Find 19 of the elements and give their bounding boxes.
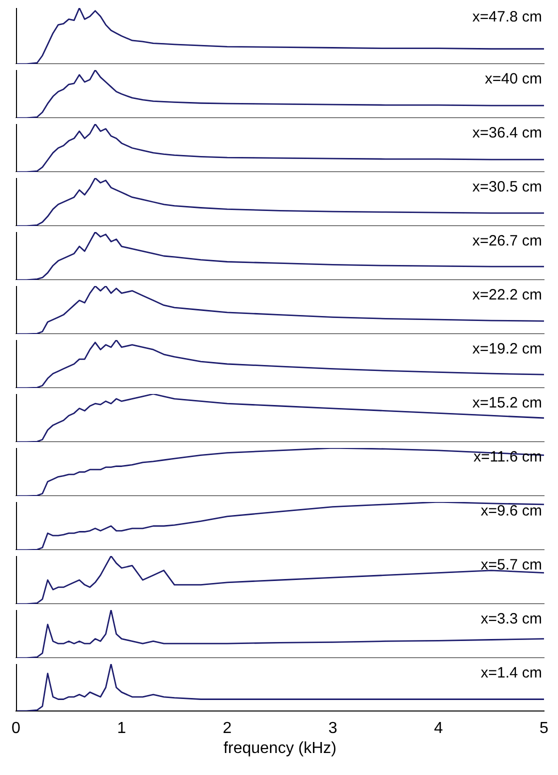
x-tick-label: 4 bbox=[434, 720, 443, 738]
x-tick-label: 1 bbox=[117, 720, 126, 738]
x-axis-title: frequency (kHz) bbox=[224, 740, 336, 757]
annotation: x=3.3 cm bbox=[480, 610, 542, 628]
x-tick-label: 5 bbox=[540, 720, 549, 738]
annotation: x=40 cm bbox=[484, 70, 542, 88]
x-tick-label: 3 bbox=[328, 720, 338, 738]
annotation: x=36.4 cm bbox=[472, 124, 542, 142]
x-tick-label: 0 bbox=[12, 720, 21, 738]
annotation: x=22.2 cm bbox=[472, 286, 542, 304]
annotation: x=30.5 cm bbox=[472, 178, 542, 196]
annotation: x=9.6 cm bbox=[480, 502, 542, 520]
annotation: x=26.7 cm bbox=[472, 232, 542, 250]
x-tick-label: 2 bbox=[222, 720, 232, 738]
annotation: x=19.2 cm bbox=[472, 340, 542, 358]
annotation: x=47.8 cm bbox=[472, 8, 542, 26]
annotation: x=1.4 cm bbox=[480, 664, 542, 682]
annotation: x=15.2 cm bbox=[472, 394, 542, 412]
annotation: x=5.7 cm bbox=[480, 556, 542, 574]
